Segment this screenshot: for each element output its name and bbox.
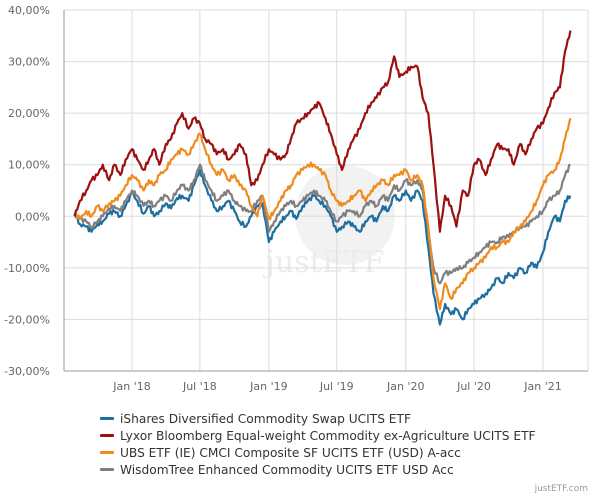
legend-label: UBS ETF (IE) CMCI Composite SF UCITS ETF… — [120, 445, 461, 460]
series-line-lyxor-bloomberg-equal-weight-commodity-e — [73, 30, 572, 233]
legend-swatch-ubs — [100, 451, 114, 454]
source-credit[interactable]: justETF.com — [534, 484, 588, 494]
legend-item-wisdomtree[interactable]: WisdomTree Enhanced Commodity UCITS ETF … — [100, 461, 536, 478]
series-line-ishares-diversified-commodity-swap-ucits — [73, 168, 572, 326]
legend-swatch-wisdomtree — [100, 468, 114, 471]
y-tick-label: -20,00% — [4, 313, 50, 326]
series-lines — [73, 30, 572, 326]
legend-label: WisdomTree Enhanced Commodity UCITS ETF … — [120, 462, 454, 477]
line-chart: justETF -30,00% -20,00% -10,00% 0,00% 10,00%… — [4, 4, 589, 393]
legend-item-ishares[interactable]: iShares Diversified Commodity Swap UCITS… — [100, 410, 536, 427]
series-line-wisdomtree-enhanced-commodity-ucits-etf- — [73, 163, 571, 285]
x-tick-label: Jan '19 — [249, 380, 287, 393]
legend-item-ubs[interactable]: UBS ETF (IE) CMCI Composite SF UCITS ETF… — [100, 444, 536, 461]
legend-swatch-ishares — [100, 417, 114, 420]
y-tick-label: -10,00% — [4, 262, 50, 275]
series-line-ubs-etf-ie-cmci-composite-sf-ucits-etf-u — [74, 118, 572, 311]
legend-swatch-lyxor — [100, 434, 114, 437]
y-tick-label: 30,00% — [8, 56, 50, 69]
x-tick-label: Jul '20 — [456, 380, 491, 393]
y-axis-tick-labels: -30,00% -20,00% -10,00% 0,00% 10,00% 20,00% 30… — [4, 4, 50, 378]
y-tick-label: 20,00% — [8, 107, 50, 120]
x-tick-label: Jul '19 — [319, 380, 354, 393]
legend-label: Lyxor Bloomberg Equal-weight Commodity e… — [120, 428, 536, 443]
y-tick-label: 40,00% — [8, 4, 50, 17]
y-tick-label: -30,00% — [4, 365, 50, 378]
x-tick-label: Jan '20 — [386, 380, 424, 393]
y-tick-label: 0,00% — [15, 210, 50, 223]
x-tick-label: Jan '21 — [523, 380, 561, 393]
watermark-text: justETF — [263, 245, 385, 280]
x-tick-label: Jul '18 — [182, 380, 217, 393]
axes — [63, 10, 588, 372]
x-tick-label: Jan '18 — [112, 380, 150, 393]
legend-item-lyxor[interactable]: Lyxor Bloomberg Equal-weight Commodity e… — [100, 427, 536, 444]
y-tick-label: 10,00% — [8, 159, 50, 172]
x-axis-tick-labels: Jan '18 Jul '18 Jan '19 Jul '19 Jan '20 Jul '… — [112, 380, 561, 393]
legend-label: iShares Diversified Commodity Swap UCITS… — [120, 411, 411, 426]
legend: iShares Diversified Commodity Swap UCITS… — [100, 410, 536, 478]
